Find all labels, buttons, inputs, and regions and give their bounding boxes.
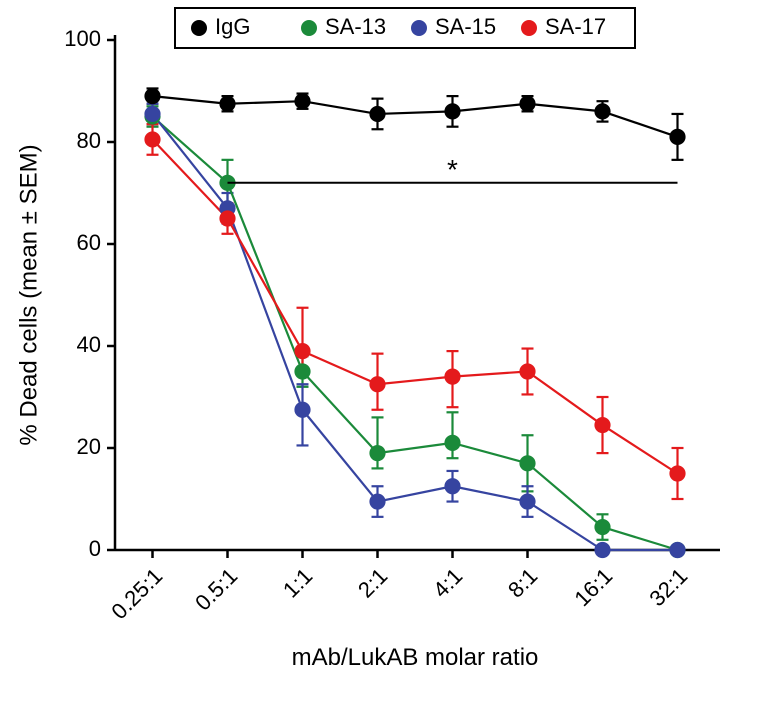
- series-marker-SA-17: [146, 132, 160, 146]
- series-marker-SA-15: [671, 543, 685, 557]
- series-marker-SA-17: [446, 370, 460, 384]
- x-tick-label: 16:1: [569, 563, 617, 611]
- y-axis-label: % Dead cells (mean ± SEM): [15, 144, 42, 445]
- y-tick-label: 80: [77, 128, 101, 153]
- series-marker-SA-15: [146, 107, 160, 121]
- x-tick-label: 4:1: [428, 563, 467, 602]
- y-tick-label: 20: [77, 434, 101, 459]
- series-marker-SA-15: [521, 495, 535, 509]
- y-tick-label: 60: [77, 230, 101, 255]
- x-tick-label: 1:1: [278, 563, 317, 602]
- dose-response-chart: 0 20 40 60 80 100 % Dead cells (mean ± SEM) 0.2…: [0, 0, 784, 701]
- series-marker-SA-17: [296, 344, 310, 358]
- series-marker-SA-17: [671, 467, 685, 481]
- series-marker-SA-13: [596, 520, 610, 534]
- series-marker-SA-17: [521, 365, 535, 379]
- x-tick-label: 0.25:1: [106, 563, 167, 624]
- series-marker-SA-13: [371, 446, 385, 460]
- series-marker-SA-17: [371, 377, 385, 391]
- series-marker-IgG: [371, 107, 385, 121]
- series-marker-SA-13: [521, 456, 535, 470]
- series-marker-IgG: [146, 89, 160, 103]
- legend-marker-IgG: [191, 20, 207, 36]
- series-marker-SA-13: [296, 365, 310, 379]
- x-tick-label: 32:1: [644, 563, 692, 611]
- y-tick-label: 0: [89, 536, 101, 561]
- series-marker-IgG: [446, 104, 460, 118]
- series-marker-SA-17: [596, 418, 610, 432]
- series-marker-SA-15: [296, 403, 310, 417]
- legend-label-IgG: IgG: [215, 14, 250, 39]
- y-tick-label: 100: [64, 26, 101, 51]
- legend-marker-SA-17: [521, 20, 537, 36]
- series-marker-IgG: [671, 130, 685, 144]
- y-tick-label: 40: [77, 332, 101, 357]
- x-tick-label: 0.5:1: [190, 563, 242, 615]
- significance-star: *: [447, 154, 458, 185]
- series-marker-IgG: [521, 97, 535, 111]
- x-tick-label: 2:1: [353, 563, 392, 602]
- series-marker-SA-17: [221, 212, 235, 226]
- series-marker-IgG: [296, 94, 310, 108]
- legend-label-SA-15: SA-15: [435, 14, 496, 39]
- series-marker-SA-15: [446, 479, 460, 493]
- legend-label-SA-17: SA-17: [545, 14, 606, 39]
- x-axis-label: mAb/LukAB molar ratio: [292, 644, 539, 671]
- legend-marker-SA-15: [411, 20, 427, 36]
- chart-svg: 0 20 40 60 80 100 % Dead cells (mean ± SEM) 0.2…: [0, 0, 784, 701]
- series-marker-IgG: [221, 97, 235, 111]
- legend-label-SA-13: SA-13: [325, 14, 386, 39]
- series-marker-SA-13: [446, 436, 460, 450]
- x-tick-label: 8:1: [503, 563, 542, 602]
- series-marker-IgG: [596, 104, 610, 118]
- series-marker-SA-15: [371, 495, 385, 509]
- series-marker-SA-15: [596, 543, 610, 557]
- legend-marker-SA-13: [301, 20, 317, 36]
